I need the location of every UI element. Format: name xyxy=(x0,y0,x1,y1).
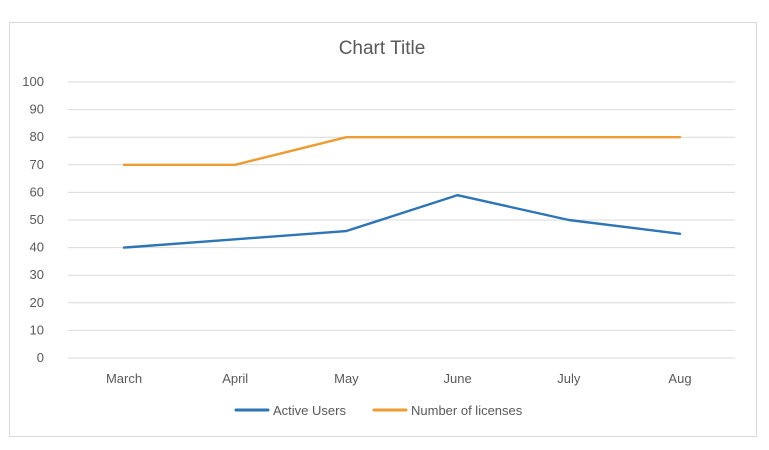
y-tick-label: 60 xyxy=(30,184,44,199)
y-tick-label: 80 xyxy=(30,129,44,144)
series-line-0 xyxy=(122,193,682,249)
x-tick-label: June xyxy=(443,371,471,386)
x-tick-label: May xyxy=(334,371,359,386)
y-tick-label: 0 xyxy=(37,350,44,365)
x-tick-label: July xyxy=(557,371,581,386)
x-tick-label: March xyxy=(106,371,142,386)
y-tick-label: 20 xyxy=(30,295,44,310)
y-tick-label: 40 xyxy=(30,240,44,255)
y-tick-label: 70 xyxy=(30,157,44,172)
chart-title: Chart Title xyxy=(339,38,426,59)
y-tick-label: 30 xyxy=(30,267,44,282)
y-tick-label: 90 xyxy=(30,102,44,117)
y-tick-label: 100 xyxy=(22,74,44,89)
legend-label: Number of licenses xyxy=(411,403,523,418)
legend-label: Active Users xyxy=(273,403,346,418)
y-tick-label: 10 xyxy=(30,322,44,337)
x-tick-label: April xyxy=(222,371,248,386)
y-tick-label: 50 xyxy=(30,212,44,227)
x-tick-label: Aug xyxy=(668,371,691,386)
series-line-1 xyxy=(122,135,682,167)
chart-frame xyxy=(9,22,757,437)
